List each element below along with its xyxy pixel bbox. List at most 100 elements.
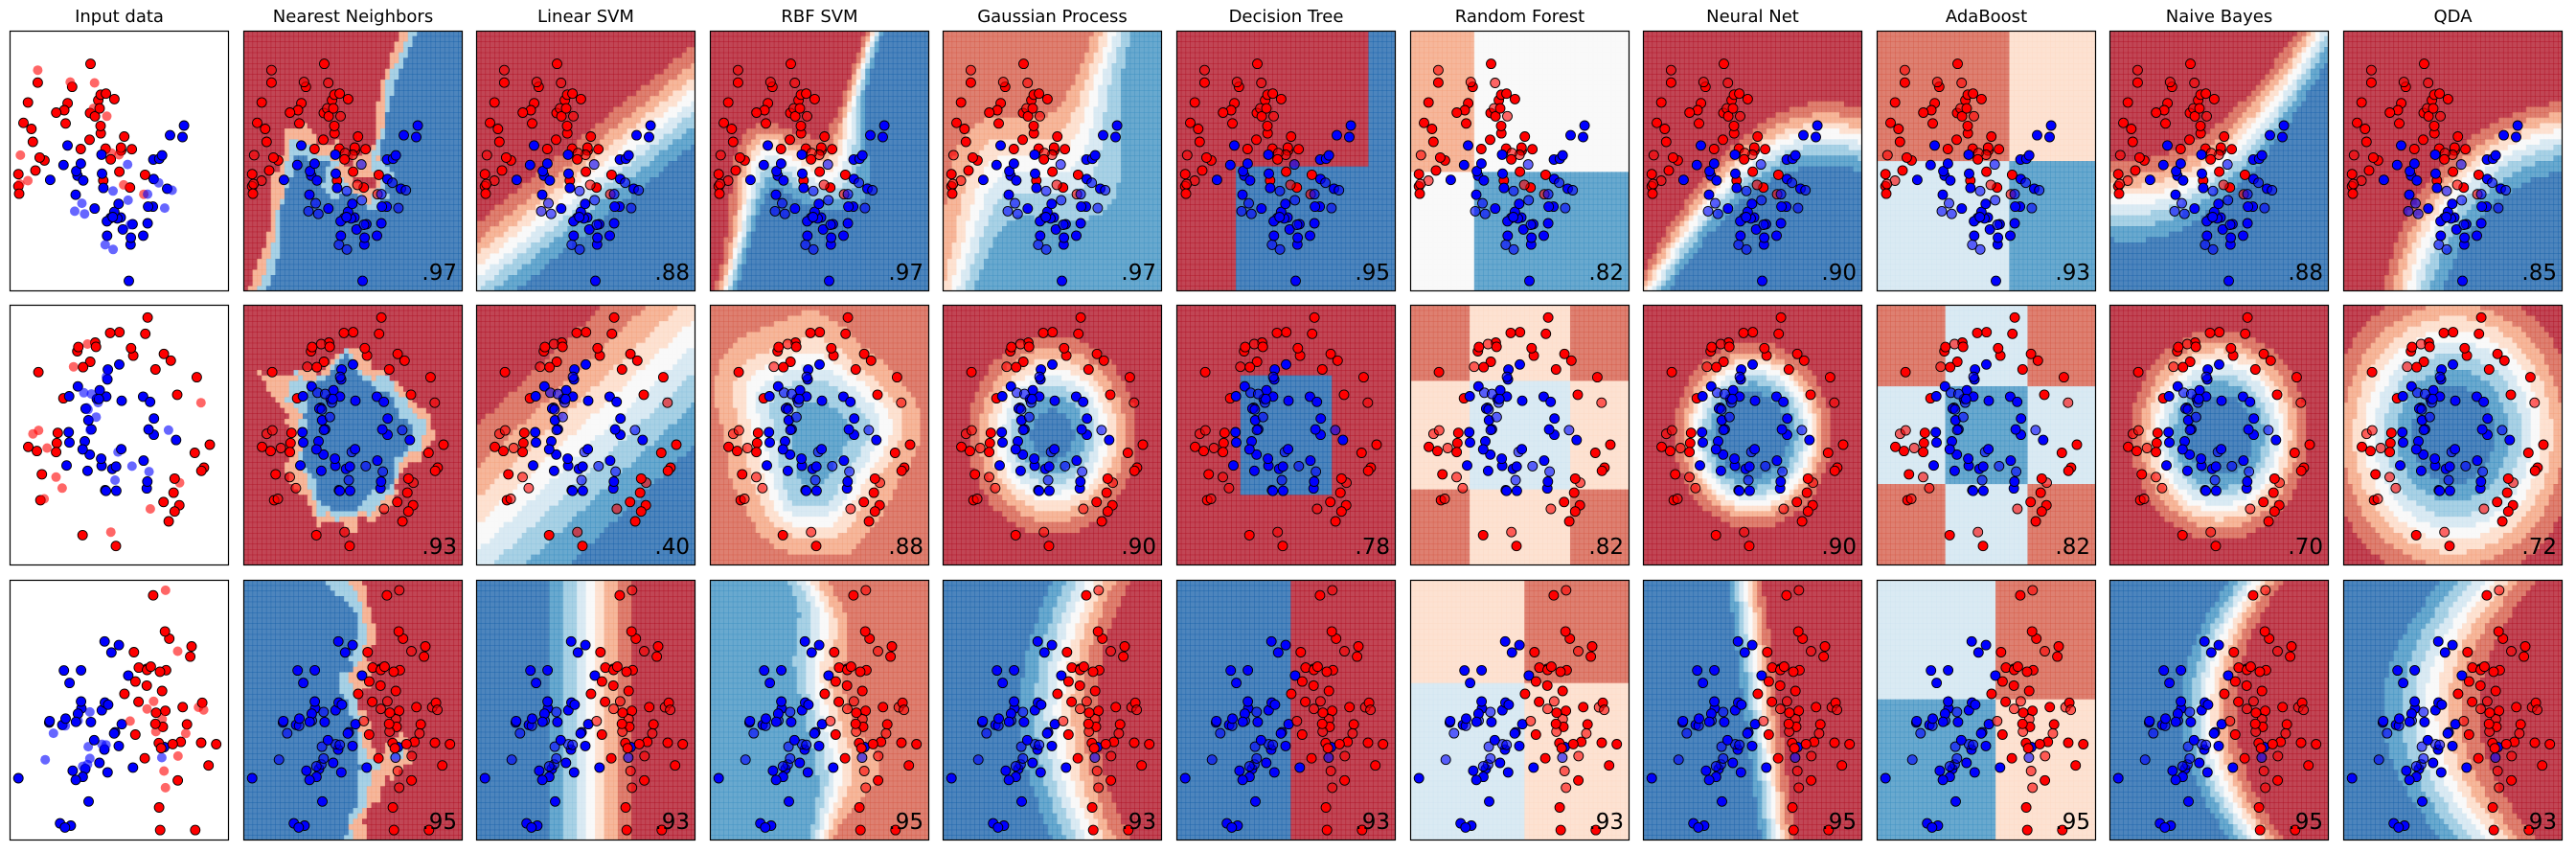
decision-cell <box>303 220 308 226</box>
decision-cell <box>453 58 458 63</box>
decision-cell <box>682 128 687 134</box>
decision-cell <box>349 275 353 281</box>
decision-cell <box>686 41 691 47</box>
decision-cell <box>293 220 298 226</box>
data-point-red <box>266 65 276 75</box>
decision-cell <box>549 232 554 238</box>
decision-cell <box>440 194 445 199</box>
decision-cell <box>293 269 298 275</box>
decision-cell <box>654 112 659 118</box>
decision-cell <box>422 155 426 161</box>
decision-cell <box>440 253 445 259</box>
decision-cell <box>271 194 276 199</box>
decision-cell <box>289 102 294 107</box>
decision-cell <box>399 112 403 118</box>
decision-cell <box>289 183 294 189</box>
data-point-red <box>561 104 571 113</box>
decision-cell <box>517 69 522 75</box>
decision-cell <box>403 80 408 85</box>
decision-cell <box>445 220 449 226</box>
decision-cell <box>650 85 654 91</box>
decision-cell <box>262 248 266 254</box>
decision-cell <box>431 123 436 128</box>
decision-cell <box>413 188 418 194</box>
decision-cell <box>627 134 631 140</box>
decision-cell <box>334 210 339 216</box>
decision-cell <box>608 281 613 287</box>
decision-cell <box>508 74 513 80</box>
decision-cell <box>357 253 362 259</box>
decision-cell <box>559 220 563 226</box>
decision-cell <box>631 281 636 287</box>
decision-cell <box>289 210 294 216</box>
decision-cell <box>545 220 550 226</box>
decision-cell <box>517 41 522 47</box>
decision-cell <box>545 242 550 248</box>
decision-cell <box>481 220 486 226</box>
decision-cell <box>248 134 253 140</box>
decision-cell <box>385 69 390 75</box>
decision-cell <box>312 74 317 80</box>
decision-cell <box>586 123 591 128</box>
decision-cell <box>445 106 449 112</box>
decision-cell <box>623 232 627 238</box>
decision-cell <box>399 275 403 281</box>
decision-cell <box>431 199 436 205</box>
decision-cell <box>672 123 677 128</box>
decision-cell <box>372 53 376 58</box>
decision-cell <box>682 36 687 42</box>
decision-cell <box>308 123 312 128</box>
decision-cell <box>298 63 303 69</box>
decision-cell <box>595 112 600 118</box>
decision-cell <box>275 226 280 232</box>
decision-cell <box>293 275 298 281</box>
decision-cell <box>435 226 440 232</box>
decision-cell <box>608 134 613 140</box>
decision-cell <box>549 248 554 254</box>
decision-cell <box>677 232 682 238</box>
decision-cell <box>595 96 600 102</box>
decision-cell <box>686 155 691 161</box>
decision-cell <box>586 90 591 96</box>
decision-cell <box>453 204 458 210</box>
decision-cell <box>618 90 623 96</box>
decision-cell <box>372 69 376 75</box>
decision-cell <box>646 161 650 167</box>
decision-cell <box>321 242 326 248</box>
decision-cell <box>659 210 664 216</box>
decision-cell <box>385 74 390 80</box>
decision-cell <box>604 36 609 42</box>
decision-cell <box>522 118 527 124</box>
decision-cell <box>331 139 335 145</box>
decision-cell <box>422 220 426 226</box>
decision-cell <box>321 155 326 161</box>
decision-cell <box>362 204 367 210</box>
decision-cell <box>526 253 531 259</box>
decision-cell <box>293 36 298 42</box>
decision-cell <box>659 128 664 134</box>
decision-cell <box>531 69 536 75</box>
decision-cell <box>686 123 691 128</box>
decision-cell <box>613 281 618 287</box>
decision-cell <box>672 253 677 259</box>
decision-cell <box>490 74 494 80</box>
decision-cell <box>408 269 413 275</box>
decision-cell <box>253 58 258 63</box>
decision-cell <box>504 259 509 265</box>
decision-cell <box>522 248 527 254</box>
decision-cell <box>440 145 445 150</box>
decision-cell <box>399 118 403 124</box>
decision-cell <box>650 96 654 102</box>
decision-cell <box>549 128 554 134</box>
decision-cell <box>494 58 499 63</box>
decision-cell <box>572 74 577 80</box>
decision-cell <box>513 259 517 265</box>
decision-cell <box>526 53 531 58</box>
decision-cell <box>367 134 372 140</box>
decision-cell <box>549 96 554 102</box>
decision-cell <box>312 265 317 270</box>
decision-cell <box>303 232 308 238</box>
decision-cell <box>275 53 280 58</box>
decision-cell <box>650 194 654 199</box>
decision-cell <box>435 216 440 221</box>
